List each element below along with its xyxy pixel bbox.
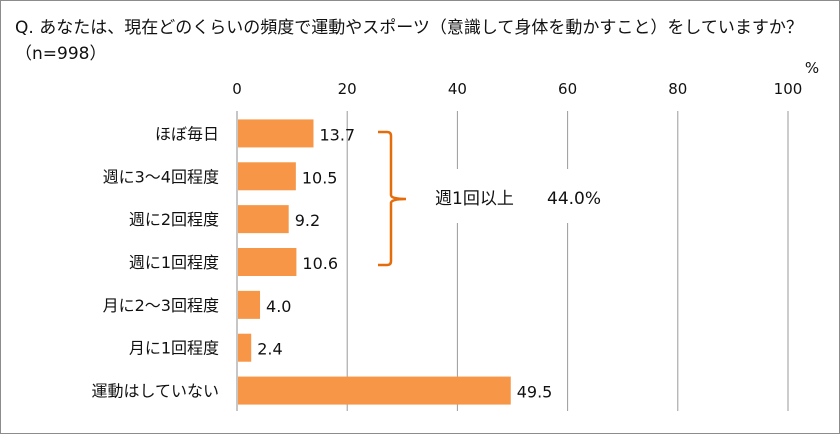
category-label: 月に1回程度 bbox=[129, 339, 219, 358]
x-tick-label: 80 bbox=[668, 80, 687, 98]
x-tick-label: 40 bbox=[448, 80, 467, 98]
category-label: 週に1回程度 bbox=[129, 253, 219, 272]
bar bbox=[238, 333, 252, 362]
brace-bracket bbox=[378, 130, 407, 267]
annotation-value: 44.0% bbox=[547, 189, 601, 209]
data-label: 9.2 bbox=[295, 211, 320, 230]
bar bbox=[238, 376, 511, 405]
x-tick-label: 0 bbox=[232, 80, 242, 98]
category-label: 週に3～4回程度 bbox=[103, 167, 219, 186]
data-label: 13.7 bbox=[319, 125, 355, 144]
data-label: 2.4 bbox=[257, 340, 282, 359]
category-label: 月に2～3回程度 bbox=[103, 296, 219, 315]
data-label: 10.5 bbox=[302, 168, 338, 187]
x-tick-label: 60 bbox=[558, 80, 577, 98]
bar bbox=[238, 248, 297, 276]
annotation-label: 週1回以上 bbox=[435, 189, 514, 209]
category-label: 運動はしていない bbox=[91, 382, 219, 401]
x-tick-label: 100 bbox=[774, 80, 803, 98]
data-label: 49.5 bbox=[517, 383, 553, 402]
bar bbox=[238, 205, 289, 234]
category-label: ほぼ毎日 bbox=[155, 124, 219, 143]
bar bbox=[238, 290, 261, 319]
x-tick-label: 20 bbox=[338, 80, 357, 98]
category-label: 週に2回程度 bbox=[129, 210, 219, 229]
bar bbox=[238, 162, 296, 191]
x-unit-label: % bbox=[805, 59, 819, 77]
chart-title: Q. あなたは、現在どのくらいの頻度で運動やスポーツ（意識して身体を動かすこと）… bbox=[15, 18, 803, 64]
bar bbox=[238, 119, 314, 148]
data-label: 4.0 bbox=[266, 297, 291, 316]
data-label: 10.6 bbox=[302, 254, 338, 273]
